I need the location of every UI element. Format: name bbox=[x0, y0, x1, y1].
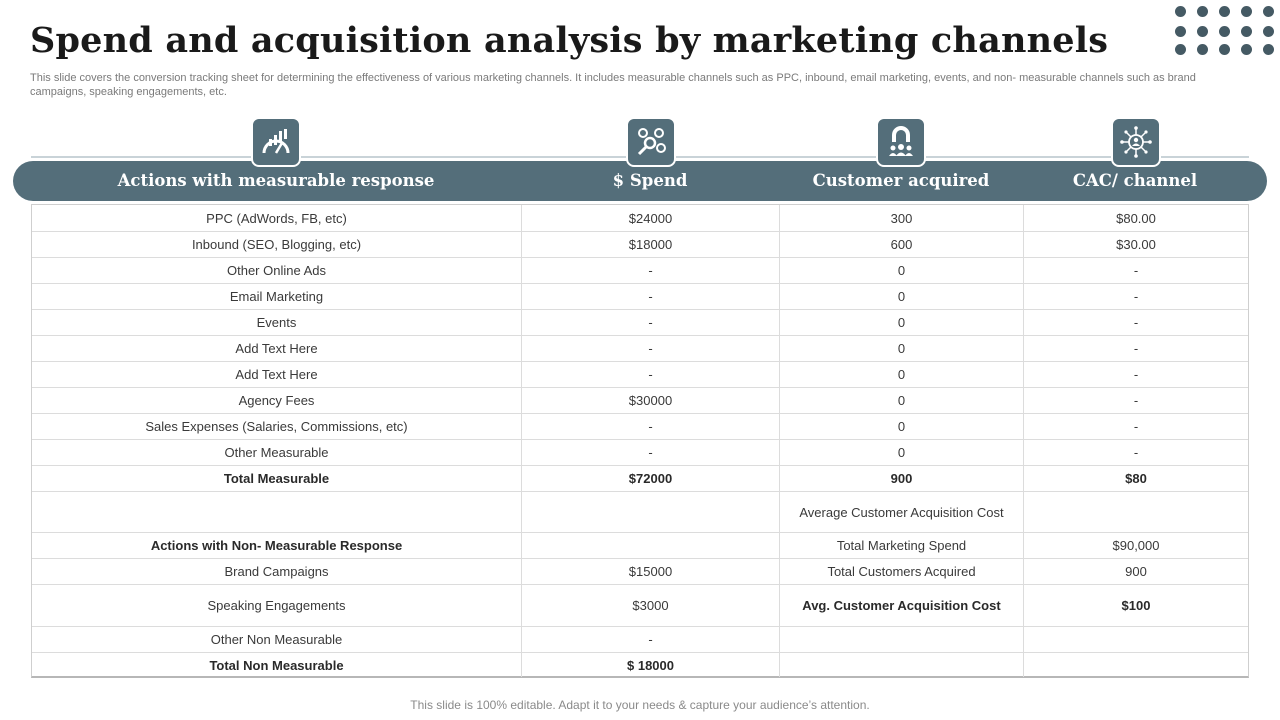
cell-action: Other Non Measurable bbox=[32, 627, 522, 652]
cell-action: Email Marketing bbox=[32, 284, 522, 309]
cell-customers: 0 bbox=[780, 258, 1024, 283]
cell-spend: $15000 bbox=[522, 559, 780, 584]
cell-action: Total Non Measurable bbox=[32, 653, 522, 677]
cell-action: Brand Campaigns bbox=[32, 559, 522, 584]
table-row: Speaking Engagements $3000 Avg. Customer… bbox=[32, 585, 1248, 627]
cell-customers: 0 bbox=[780, 284, 1024, 309]
total-non-measurable-row: Total Non Measurable $ 18000 bbox=[32, 653, 1248, 677]
cell-cac: - bbox=[1133, 367, 1139, 382]
table-row: Brand Campaigns $15000 Total Customers A… bbox=[32, 559, 1248, 585]
cell-summary-label: Total Customers Acquired bbox=[780, 559, 1024, 584]
cell-spend: - bbox=[522, 440, 780, 465]
cell-action: Agency Fees bbox=[32, 388, 522, 413]
cell-action: Total Measurable bbox=[32, 466, 522, 491]
cell-spend bbox=[522, 533, 780, 558]
cell-cac: - bbox=[1133, 393, 1139, 408]
cell-customers: 0 bbox=[780, 414, 1024, 439]
cell-spend: $18000 bbox=[522, 232, 780, 257]
cell-spend: - bbox=[522, 336, 780, 361]
cell-action bbox=[32, 492, 522, 532]
cell-summary-value: 900 bbox=[1125, 564, 1147, 579]
cell-action: Add Text Here bbox=[32, 336, 522, 361]
cell-customers: 900 bbox=[780, 466, 1024, 491]
cell-action: Add Text Here bbox=[32, 362, 522, 387]
cell-cac: $80 bbox=[1125, 471, 1147, 486]
footer-note: This slide is 100% editable. Adapt it to… bbox=[410, 698, 870, 712]
cell-action: Events bbox=[32, 310, 522, 335]
cell-spend: $ 18000 bbox=[522, 653, 780, 677]
cell-summary-value: $100 bbox=[1121, 598, 1151, 613]
cell-action: Other Online Ads bbox=[32, 258, 522, 283]
table-row: Add Text Here - 0 - bbox=[32, 362, 1248, 388]
table-header: Actions with measurable response $ Spend… bbox=[13, 161, 1267, 201]
cell-summary-value: $90,000 bbox=[1112, 538, 1160, 553]
cell-cac: $30.00 bbox=[1116, 237, 1156, 252]
cell-customers: 0 bbox=[780, 440, 1024, 465]
table-row: Other Non Measurable - bbox=[32, 627, 1248, 653]
customer-magnet-icon bbox=[876, 117, 926, 167]
table-row: Email Marketing - 0 - bbox=[32, 284, 1248, 310]
cell-spend: - bbox=[522, 258, 780, 283]
cell-spend: - bbox=[522, 284, 780, 309]
cell-cac: - bbox=[1133, 263, 1139, 278]
slide-description: This slide covers the conversion trackin… bbox=[30, 72, 1196, 98]
cell-cac: - bbox=[1133, 419, 1139, 434]
cell-summary-value bbox=[1024, 653, 1248, 677]
cell-summary-heading: Average Customer Acquisition Cost bbox=[780, 492, 1024, 532]
cell-spend: $30000 bbox=[522, 388, 780, 413]
cell-cac: - bbox=[1133, 315, 1139, 330]
cell-cac: - bbox=[1133, 445, 1139, 460]
money-analysis-icon bbox=[626, 117, 676, 167]
table-row: Inbound (SEO, Blogging, etc) $18000 600 … bbox=[32, 232, 1248, 258]
cell-spend: $3000 bbox=[522, 585, 780, 626]
spend-acquisition-table: PPC (AdWords, FB, etc) $24000 300 $80.00… bbox=[31, 204, 1249, 678]
header-customer-acquired: Customer acquired bbox=[812, 171, 990, 190]
cell-spend: $72000 bbox=[522, 466, 780, 491]
cell-spend: - bbox=[522, 310, 780, 335]
cell-action: PPC (AdWords, FB, etc) bbox=[32, 205, 522, 231]
cell-customers: 0 bbox=[780, 388, 1024, 413]
total-measurable-row: Total Measurable $72000 900 $80 bbox=[32, 466, 1248, 492]
cell-action: Speaking Engagements bbox=[32, 585, 522, 626]
table-row: Add Text Here - 0 - bbox=[32, 336, 1248, 362]
table-row: PPC (AdWords, FB, etc) $24000 300 $80.00 bbox=[32, 205, 1248, 232]
page-title: Spend and acquisition analysis by market… bbox=[30, 20, 1109, 61]
table-row: Events - 0 - bbox=[32, 310, 1248, 336]
cell-summary-label: Total Marketing Spend bbox=[780, 533, 1024, 558]
cell-summary-value bbox=[1024, 627, 1248, 652]
decorative-dot-grid bbox=[1175, 6, 1280, 62]
cell-summary-label: Avg. Customer Acquisition Cost bbox=[780, 585, 1024, 626]
cell-customers: 300 bbox=[780, 205, 1024, 231]
table-row: Other Online Ads - 0 - bbox=[32, 258, 1248, 284]
cell-customers: 0 bbox=[780, 336, 1024, 361]
cell-spend: $24000 bbox=[522, 205, 780, 231]
cell-summary-label bbox=[780, 653, 1024, 677]
cell-action: Sales Expenses (Salaries, Commissions, e… bbox=[32, 414, 522, 439]
cell-action: Actions with Non- Measurable Response bbox=[32, 533, 522, 558]
table-row: Average Customer Acquisition Cost bbox=[32, 492, 1248, 533]
cell-customers: 600 bbox=[780, 232, 1024, 257]
cell-customers: 0 bbox=[780, 362, 1024, 387]
cell-customers: 0 bbox=[780, 310, 1024, 335]
cell-action: Inbound (SEO, Blogging, etc) bbox=[32, 232, 522, 257]
cell-spend: - bbox=[522, 362, 780, 387]
table-row: Other Measurable - 0 - bbox=[32, 440, 1248, 466]
cell-cac: - bbox=[1133, 341, 1139, 356]
table-row: Sales Expenses (Salaries, Commissions, e… bbox=[32, 414, 1248, 440]
cell-cac: $80.00 bbox=[1116, 210, 1156, 226]
header-spend: $ Spend bbox=[612, 171, 688, 190]
non-measurable-heading-row: Actions with Non- Measurable Response To… bbox=[32, 533, 1248, 559]
cell-spend: - bbox=[522, 627, 780, 652]
cell-summary-label bbox=[780, 627, 1024, 652]
cell-cac: - bbox=[1133, 289, 1139, 304]
cell-action: Other Measurable bbox=[32, 440, 522, 465]
header-cac-channel: CAC/ channel bbox=[1072, 171, 1198, 190]
cell-spend: - bbox=[522, 414, 780, 439]
network-person-icon bbox=[1111, 117, 1161, 167]
gauge-chart-icon bbox=[251, 117, 301, 167]
cell-spend bbox=[522, 492, 780, 532]
table-row: Agency Fees $30000 0 - bbox=[32, 388, 1248, 414]
header-measurable-actions: Actions with measurable response bbox=[117, 171, 435, 190]
cell-summary-value bbox=[1024, 492, 1248, 532]
